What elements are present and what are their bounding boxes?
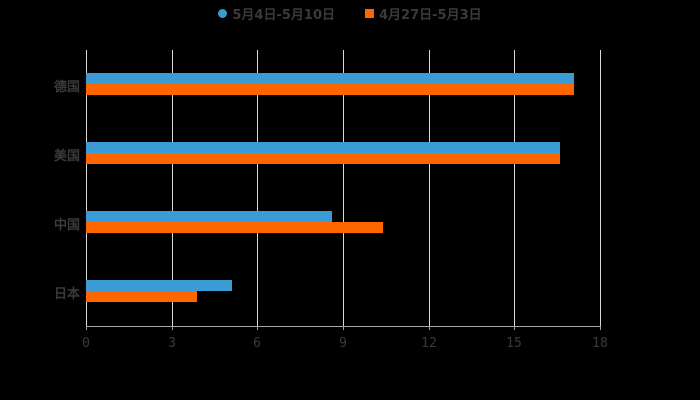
x-axis-tick-label: 12 bbox=[421, 336, 437, 351]
legend-label-series-b: 4月27日-5月3日 bbox=[379, 7, 482, 23]
legend-item-series-a[interactable]: 5月4日-5月10日 bbox=[218, 4, 335, 23]
bar-series-a[interactable] bbox=[86, 211, 332, 222]
bar-series-b[interactable] bbox=[86, 153, 560, 164]
x-axis-tick bbox=[514, 326, 515, 330]
x-axis-tick-label: 15 bbox=[506, 336, 522, 351]
bar-series-a[interactable] bbox=[86, 142, 560, 153]
x-axis-line bbox=[86, 326, 601, 327]
gridline bbox=[172, 50, 173, 326]
category-label: 美国 bbox=[53, 149, 80, 164]
category-label: 日本 bbox=[53, 287, 80, 302]
gridline bbox=[600, 50, 601, 326]
x-axis-tick-label: 18 bbox=[592, 336, 608, 351]
x-axis-tick bbox=[257, 326, 258, 330]
gridline bbox=[86, 50, 87, 326]
gridline bbox=[429, 50, 430, 326]
legend-item-series-b[interactable]: 4月27日-5月3日 bbox=[365, 4, 482, 23]
x-axis-tick bbox=[343, 326, 344, 330]
legend-label-series-a: 5月4日-5月10日 bbox=[232, 7, 335, 23]
chart-legend: 5月4日-5月10日 4月27日-5月3日 bbox=[0, 4, 700, 23]
bar-series-b[interactable] bbox=[86, 291, 197, 302]
gridline bbox=[257, 50, 258, 326]
x-axis-tick bbox=[86, 326, 87, 330]
bar-series-b[interactable] bbox=[86, 84, 574, 95]
category-label: 中国 bbox=[53, 218, 80, 233]
bar-series-a[interactable] bbox=[86, 73, 574, 84]
x-axis-tick-label: 6 bbox=[253, 336, 261, 351]
bar-series-b[interactable] bbox=[86, 222, 383, 233]
gridline bbox=[343, 50, 344, 326]
category-label: 德国 bbox=[53, 80, 80, 95]
bar-series-a[interactable] bbox=[86, 280, 232, 291]
series-b-swatch-icon bbox=[365, 8, 374, 18]
x-axis-tick-label: 0 bbox=[82, 336, 90, 351]
x-axis-tick bbox=[429, 326, 430, 330]
x-axis-tick-label: 3 bbox=[168, 336, 176, 351]
gridline bbox=[514, 50, 515, 326]
x-axis-tick-label: 9 bbox=[339, 336, 347, 351]
x-axis-tick bbox=[172, 326, 173, 330]
series-a-swatch-icon bbox=[218, 8, 228, 18]
x-axis-tick bbox=[600, 326, 601, 330]
